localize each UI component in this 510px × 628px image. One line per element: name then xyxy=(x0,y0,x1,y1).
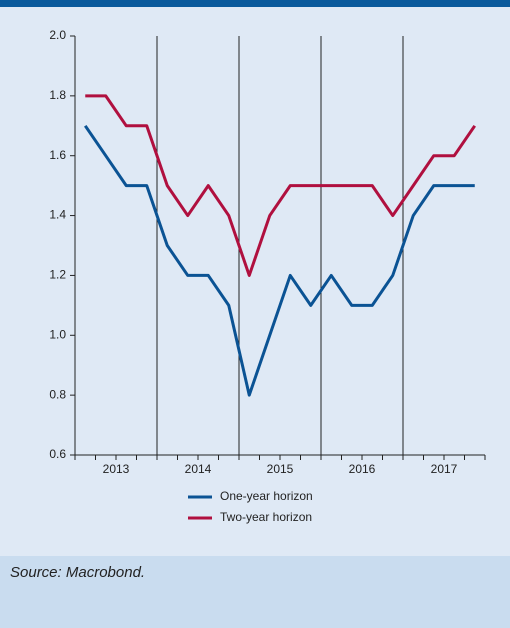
y-tick-label: 1.4 xyxy=(49,208,66,222)
line-series xyxy=(84,124,475,397)
y-tick-label: 0.8 xyxy=(49,387,66,401)
y-tick-label: 1.0 xyxy=(49,327,66,341)
y-tick-label: 2.0 xyxy=(49,28,66,42)
x-tick-label: 2015 xyxy=(267,462,294,476)
source-note: Source: Macrobond. xyxy=(10,564,146,581)
legend-label: Two-year horizon xyxy=(220,510,312,524)
source-panel: Source: Macrobond. xyxy=(0,556,510,628)
x-tick-label: 2014 xyxy=(185,462,212,476)
top-bar xyxy=(0,0,510,7)
x-tick-label: 2017 xyxy=(431,462,458,476)
line-series xyxy=(85,94,476,277)
y-tick-label: 0.6 xyxy=(49,447,66,461)
chart: 0.6 0.8 1.0 1.2 1.4 1.6 1.8 2.0 2013 2014 2015 2016… xyxy=(49,28,486,524)
legend-label: One-year horizon xyxy=(220,489,313,503)
x-tick-label: 2013 xyxy=(103,462,130,476)
y-tick-label: 1.2 xyxy=(49,268,66,282)
y-tick-label: 1.6 xyxy=(49,148,66,162)
x-tick-label: 2016 xyxy=(349,462,376,476)
y-tick-label: 1.8 xyxy=(49,88,66,102)
